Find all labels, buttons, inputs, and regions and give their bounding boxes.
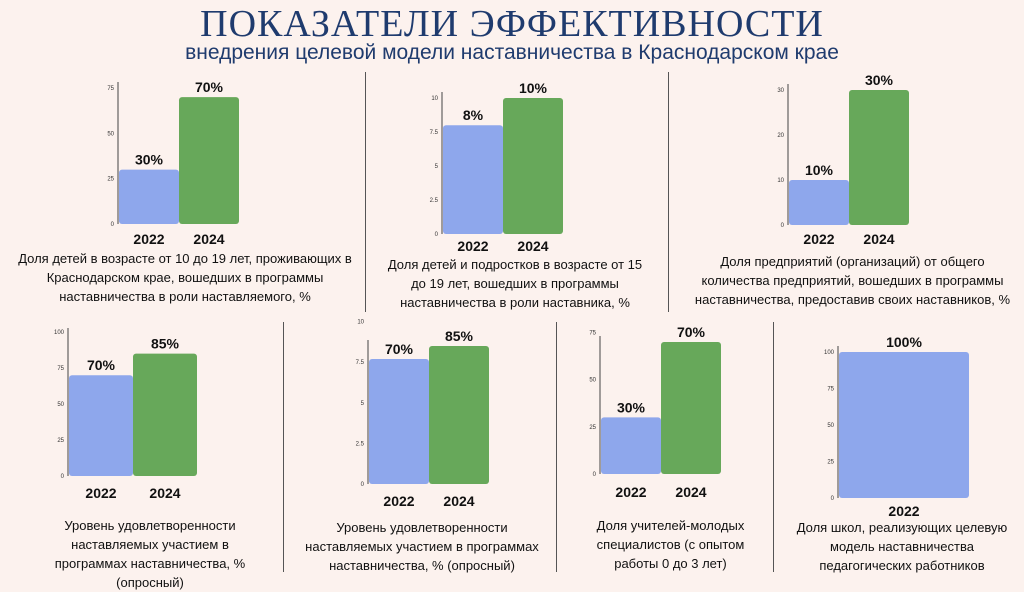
category-label: 2024 (193, 231, 224, 247)
y-tick-label: 0 (435, 232, 439, 238)
chart-3: 0 10 20 30 10% 2022 30% 2024 (770, 70, 970, 250)
chart-5-caption: Уровень удовлетворенности наставляемых у… (305, 520, 539, 573)
bar (839, 352, 969, 498)
y-tick-label: 10 (357, 320, 364, 326)
bar (503, 98, 563, 234)
bar (849, 90, 909, 225)
category-label: 2024 (863, 231, 894, 247)
divider (365, 72, 366, 312)
chart-1: 0 25 50 75 30% 2022 70% 2024 (100, 72, 300, 252)
category-label: 2024 (149, 485, 180, 501)
y-tick-label: 50 (107, 131, 114, 137)
y-tick-label: 0 (593, 472, 597, 478)
category-label: 2024 (517, 238, 548, 254)
chart-7: 0 25 50 75 100 100% 2022 (820, 322, 1000, 520)
data-label: 30% (135, 152, 164, 168)
category-label: 2022 (615, 484, 646, 500)
category-label: 2024 (675, 484, 706, 500)
category-label: 2022 (133, 231, 164, 247)
y-tick-label: 50 (827, 423, 834, 429)
chart-6: 0 25 50 75 30% 2022 70% 2024 (585, 322, 765, 502)
chart-2-svg: 0 2.5 5 7.5 10 8% 2022 10% 2024 (430, 80, 563, 254)
y-tick-label: 50 (57, 402, 64, 408)
bar (443, 125, 503, 234)
data-label: 70% (677, 324, 706, 340)
data-label: 30% (617, 399, 646, 415)
bar (661, 342, 721, 474)
y-tick-label: 7.5 (430, 130, 439, 136)
chart-3-svg: 0 10 20 30 10% 2022 30% 2024 (777, 72, 909, 247)
y-tick-label: 25 (57, 438, 64, 444)
bar (789, 180, 849, 225)
chart-5-svg: 0 2.5 5 7.5 10 70% 2022 85% 2024 (356, 320, 489, 509)
chart-2-caption: Доля детей и подростков в возрасте от 15… (387, 257, 643, 310)
category-label: 2022 (803, 231, 834, 247)
chart-4-caption: Уровень удовлетворенности наставляемых у… (54, 518, 246, 590)
bar (369, 358, 429, 484)
data-label: 8% (463, 107, 484, 123)
data-label: 100% (886, 334, 922, 350)
data-label: 70% (385, 341, 414, 357)
y-tick-label: 100 (824, 350, 835, 356)
y-tick-label: 75 (827, 387, 834, 393)
chart-7-caption: Доля школ, реализующих целевую модель на… (796, 520, 1008, 573)
y-tick-label: 5 (435, 164, 439, 170)
chart-2: 0 2.5 5 7.5 10 8% 2022 10% 2024 (420, 72, 620, 257)
page-title: ПОКАЗАТЕЛИ ЭФФЕКТИВНОСТИ (200, 3, 824, 45)
data-label: 10% (519, 80, 548, 96)
data-label: 70% (195, 79, 224, 95)
y-tick-label: 0 (831, 496, 835, 502)
chart-6-svg: 0 25 50 75 30% 2022 70% 2024 (589, 324, 721, 500)
category-label: 2022 (457, 238, 488, 254)
bar (119, 169, 179, 224)
chart-3-caption: Доля предприятий (организаций) от общего… (694, 254, 1011, 307)
y-tick-label: 25 (107, 177, 114, 183)
chart-1-caption: Доля детей в возрасте от 10 до 19 лет, п… (18, 251, 352, 304)
chart-7-svg: 0 25 50 75 100 100% 2022 (824, 334, 969, 519)
category-label: 2022 (85, 485, 116, 501)
divider (773, 322, 774, 572)
y-tick-label: 50 (589, 378, 596, 384)
y-tick-label: 10 (431, 96, 438, 102)
chart-1-svg: 0 25 50 75 30% 2022 70% 2024 (107, 79, 239, 247)
chart-6-caption: Доля учителей-молодых специалистов (с оп… (596, 518, 745, 571)
divider (668, 72, 669, 312)
y-tick-label: 0 (61, 474, 65, 480)
bar (601, 417, 661, 474)
page-subtitle: внедрения целевой модели наставничества … (185, 41, 839, 64)
category-label: 2022 (888, 503, 919, 519)
y-tick-label: 75 (589, 331, 596, 337)
bar (179, 97, 239, 224)
y-tick-label: 100 (54, 330, 65, 336)
divider (556, 322, 557, 572)
y-tick-label: 5 (361, 401, 365, 407)
category-label: 2024 (443, 493, 474, 509)
data-label: 85% (445, 328, 474, 344)
bar (133, 353, 197, 476)
bar (429, 346, 489, 484)
y-tick-label: 2.5 (430, 198, 439, 204)
y-tick-label: 7.5 (356, 360, 365, 366)
data-label: 85% (151, 336, 180, 352)
y-tick-label: 30 (777, 88, 784, 94)
category-label: 2022 (383, 493, 414, 509)
y-tick-label: 75 (57, 366, 64, 372)
y-tick-label: 75 (107, 86, 114, 92)
data-label: 70% (87, 357, 116, 373)
chart-5: 0 2.5 5 7.5 10 70% 2022 85% 2024 (350, 320, 550, 512)
y-tick-label: 0 (111, 222, 115, 228)
y-tick-label: 20 (777, 133, 784, 139)
data-label: 30% (865, 72, 894, 88)
y-tick-label: 0 (781, 223, 785, 229)
y-tick-label: 25 (827, 460, 834, 466)
chart-4-svg: 0 25 50 75 100 70% 2022 85% 2024 (54, 328, 197, 501)
chart-4: 0 25 50 75 100 70% 2022 85% 2024 (50, 322, 250, 507)
data-label: 10% (805, 162, 834, 178)
y-tick-label: 0 (361, 482, 365, 488)
y-tick-label: 10 (777, 178, 784, 184)
y-tick-label: 2.5 (356, 441, 365, 447)
y-tick-label: 25 (589, 425, 596, 431)
divider (283, 322, 284, 572)
bar (69, 375, 133, 476)
